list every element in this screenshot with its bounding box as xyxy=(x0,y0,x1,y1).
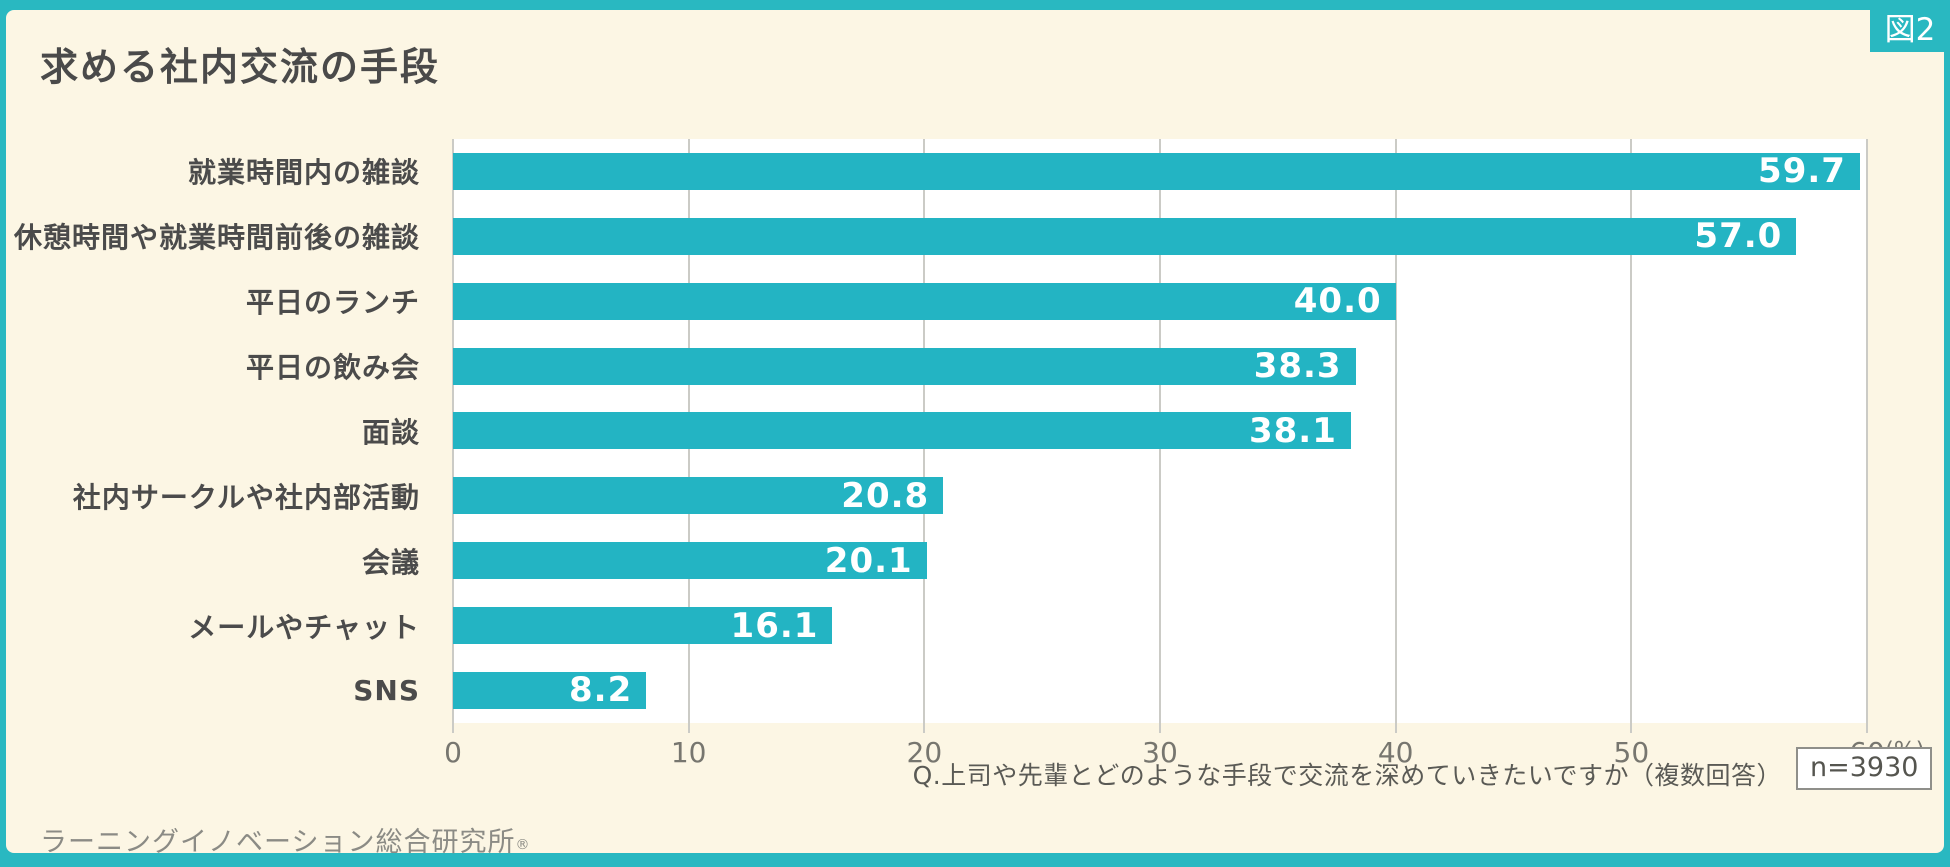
category-label: メールやチャット xyxy=(188,610,420,644)
figure-number-label: 図2 xyxy=(1884,11,1936,48)
bar-value-label: 20.8 xyxy=(841,475,930,516)
bar-row: 40.0 xyxy=(453,269,1867,334)
x-tick-label-30: 30 xyxy=(1142,736,1178,769)
bar: 40.0 xyxy=(453,281,1396,322)
category-label: 休憩時間や就業時間前後の雑談 xyxy=(13,221,420,255)
bar-chart-plot-area: 59.7 57.0 40.0 38.3 38.1 20.8 20.1 16.1 8.2 xyxy=(452,139,1868,733)
bar: 16.1 xyxy=(453,605,833,646)
bar-row: 59.7 xyxy=(453,139,1867,204)
gridline-60 xyxy=(1866,139,1868,733)
x-tick-label-50: 50 xyxy=(1613,736,1650,769)
bar-value-label: 20.1 xyxy=(824,540,913,581)
registered-trademark-mark: ® xyxy=(515,837,531,853)
category-label: 面談 xyxy=(361,416,420,449)
bar-row: 38.3 xyxy=(453,334,1867,399)
bar: 20.1 xyxy=(453,540,927,581)
sample-size-box: n=3930 xyxy=(1796,747,1933,790)
page-title: 求める社内交流の手段 xyxy=(40,45,441,89)
bar-value-label: 40.0 xyxy=(1293,281,1382,322)
x-tick-label-40: 40 xyxy=(1377,736,1414,769)
bar-value-label: 38.3 xyxy=(1253,346,1342,387)
bar: 20.8 xyxy=(453,475,944,516)
bar-row: 38.1 xyxy=(453,399,1867,464)
bar: 59.7 xyxy=(453,151,1860,192)
category-axis: 就業時間内の雑談休憩時間や就業時間前後の雑談平日のランチ 平日の飲み会面談社内サー… xyxy=(0,139,437,723)
bar: 57.0 xyxy=(453,216,1797,257)
bar-row: 8.2 xyxy=(453,658,1867,723)
bar-value-label: 59.7 xyxy=(1758,151,1846,192)
gridline-50 xyxy=(1630,139,1633,733)
sample-size-label: n=3930 xyxy=(1810,752,1919,783)
bar-row: 16.1 xyxy=(453,593,1867,658)
category-label: 平日のランチ xyxy=(245,286,420,320)
survey-question-note: Q.上司や先輩とどのような手段で交流を深めていきたいですか（複数回答） xyxy=(912,761,1782,790)
category-label: 平日の飲み会 xyxy=(245,351,420,385)
category-label: 就業時間内の雑談 xyxy=(187,156,420,190)
category-label: SNS xyxy=(353,674,420,708)
category-label: 会議 xyxy=(361,545,420,579)
figure-number-badge: 図2 xyxy=(1870,0,1950,52)
x-tick-label-0: 0 xyxy=(444,736,462,769)
source-logo-text: ラーニングイノベーション総合研究所® xyxy=(40,820,530,859)
x-tick-label-20: 20 xyxy=(906,736,943,769)
bar-row: 20.1 xyxy=(453,528,1867,593)
bar: 38.3 xyxy=(453,346,1356,387)
bar-value-label: 8.2 xyxy=(569,670,633,711)
x-tick-label-10: 10 xyxy=(670,736,707,769)
bar-row: 57.0 xyxy=(453,204,1867,269)
bar-value-label: 57.0 xyxy=(1694,216,1783,257)
bar-row: 20.8 xyxy=(453,463,1867,528)
category-label: 社内サークルや社内部活動 xyxy=(72,480,420,514)
bar: 8.2 xyxy=(453,670,647,711)
source-name: ラーニングイノベーション総合研究所 xyxy=(40,827,516,858)
gridline-40 xyxy=(1394,139,1397,733)
bar-value-label: 38.1 xyxy=(1248,410,1337,451)
bar-value-label: 16.1 xyxy=(730,605,819,646)
bar: 38.1 xyxy=(453,410,1351,451)
